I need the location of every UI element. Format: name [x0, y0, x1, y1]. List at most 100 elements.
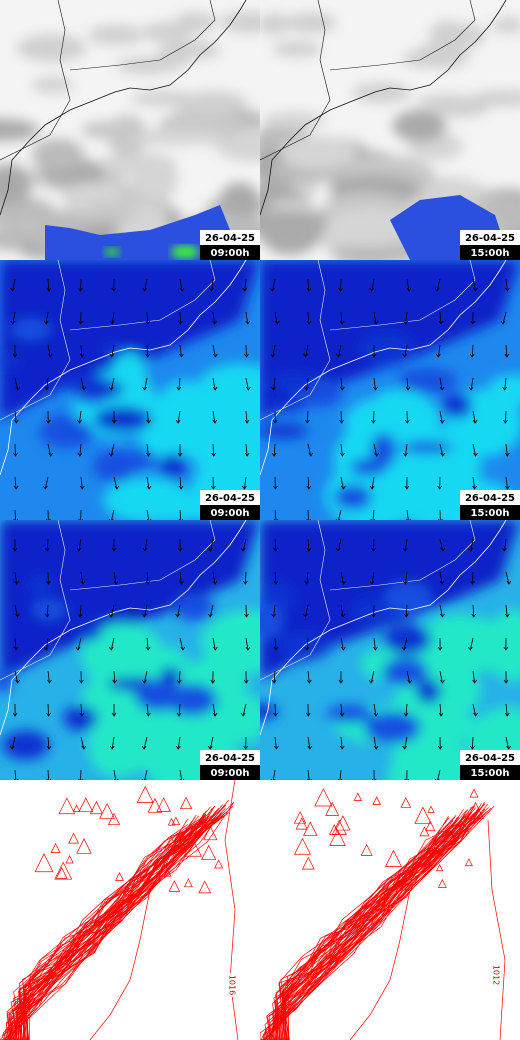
cloud	[31, 138, 85, 171]
date-label: 26-04-25	[205, 493, 255, 504]
wind-arrow	[307, 670, 310, 684]
wind-arrow	[211, 278, 214, 292]
isobar-cell	[54, 861, 73, 880]
wind-arrow	[14, 476, 17, 490]
date-label: 26-04-25	[465, 493, 515, 504]
cloud	[402, 49, 455, 68]
wind-arrow-head	[473, 287, 478, 292]
wind-arrow-head	[111, 287, 117, 292]
wind-arrow	[404, 736, 408, 750]
wind-arrow-head	[373, 386, 378, 391]
wind-arrow-head	[207, 745, 213, 750]
wind-arrow	[47, 736, 50, 750]
wind-arrow	[340, 571, 345, 585]
wind-arrow-head	[146, 485, 152, 490]
isobar	[266, 803, 482, 1040]
wind-arrow-head	[245, 320, 251, 325]
wind-arrow	[244, 278, 247, 292]
field-blob	[333, 484, 372, 510]
wind-arrow	[178, 703, 181, 717]
field-blob	[173, 594, 215, 622]
field-blob	[31, 599, 67, 620]
field-blob	[81, 623, 165, 688]
wind-arrow-head	[75, 646, 81, 651]
field-blob	[370, 433, 397, 467]
date-box	[460, 230, 520, 245]
wind-arrow	[472, 703, 477, 717]
wind-arrow-head	[373, 712, 379, 717]
wind-arrow-head	[111, 712, 117, 717]
wind-arrow-head	[175, 419, 181, 424]
wind-arrow	[272, 344, 276, 358]
isobar	[274, 814, 466, 1040]
wind-arrow	[373, 410, 375, 424]
wind-arrow-head	[272, 419, 278, 424]
wind-arrow-head	[109, 320, 115, 325]
wind-arrow-head	[469, 353, 475, 358]
wind-arrow	[472, 571, 474, 585]
coastline	[0, 0, 247, 216]
wind-arrow	[337, 538, 342, 552]
wind-arrow	[209, 736, 214, 750]
field-blob	[401, 441, 453, 454]
wind-arrow	[405, 604, 408, 618]
wind-arrow	[44, 476, 49, 490]
time-label: 09:00h	[211, 508, 250, 519]
wind-arrow	[340, 410, 342, 424]
wind-arrow-head	[405, 386, 411, 391]
field-blob	[124, 449, 157, 468]
wind-arrow	[439, 604, 443, 618]
state-border	[0, 0, 216, 161]
date-box	[200, 490, 260, 505]
wind-arrow-head	[374, 452, 379, 457]
isobar-cell	[325, 801, 340, 816]
wind-arrow-head	[112, 679, 118, 684]
wind-arrow-head	[472, 679, 477, 684]
wind-arrow	[146, 571, 149, 585]
wind-arrow	[306, 571, 309, 585]
wind-arrow	[306, 377, 309, 391]
wind-arrow	[373, 443, 378, 457]
wind-arrow-head	[10, 320, 16, 325]
wind-arrow-head	[241, 485, 247, 490]
wind-arrow-head	[14, 419, 19, 424]
cloud	[392, 109, 447, 143]
wind-arrow-head	[371, 353, 377, 358]
wind-arrow	[80, 476, 83, 490]
wind-arrow-head	[47, 679, 52, 684]
isobar	[284, 814, 457, 1040]
wind-arrow-head	[44, 386, 50, 391]
wind-arrow	[404, 538, 408, 552]
isobar-cell	[372, 796, 381, 805]
cloud	[219, 182, 260, 224]
wind-arrow	[111, 311, 115, 325]
field-blob	[265, 399, 306, 413]
field	[260, 260, 520, 520]
wind-arrow	[403, 637, 408, 651]
wind-arrow-head	[369, 485, 375, 490]
wind-arrow-head	[505, 485, 510, 490]
cloud	[491, 16, 520, 34]
wind-arrow-head	[437, 485, 442, 490]
isobar-cell	[328, 824, 340, 835]
wind-arrow	[80, 703, 83, 717]
wind-arrow-head	[46, 745, 52, 750]
isobar	[26, 816, 196, 1040]
isobar-cell	[436, 863, 444, 872]
wind-arrow-head	[273, 712, 278, 717]
wind-arrow	[307, 443, 312, 457]
wind-arrow	[340, 311, 343, 325]
wind-arrow	[371, 476, 375, 490]
isobar-cell	[469, 788, 479, 798]
wind-arrow-head	[245, 646, 251, 651]
wind-arrow-head	[79, 485, 85, 490]
field-blob	[416, 679, 441, 704]
wind-arrow	[113, 571, 117, 585]
map-panel: 26-04-25 09:00h	[0, 520, 260, 780]
wind-arrow-head	[175, 613, 180, 618]
wind-arrow	[14, 637, 17, 651]
wind-arrow-head	[79, 712, 85, 717]
isobar-cell	[136, 785, 154, 803]
wind-arrow	[340, 703, 343, 717]
cloud	[154, 46, 188, 71]
